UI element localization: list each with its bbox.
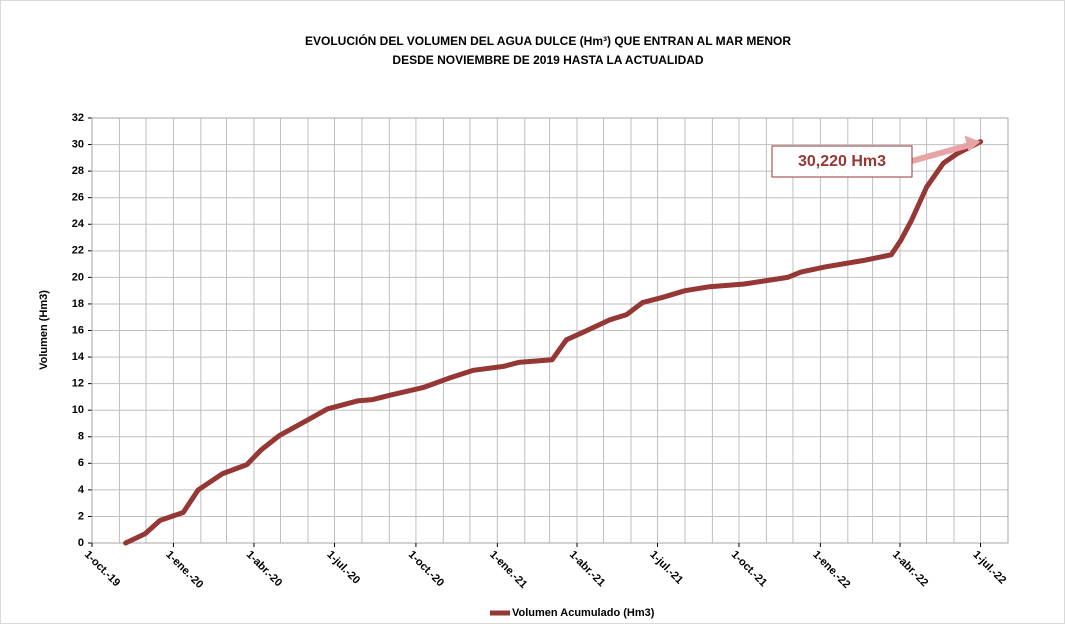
annotation-arrow xyxy=(911,141,972,164)
y-tick-label: 32 xyxy=(72,112,84,124)
y-tick-label: 12 xyxy=(72,378,84,390)
line-series xyxy=(123,139,984,546)
plot-border xyxy=(91,117,1009,544)
chart-title: EVOLUCIÓN DEL VOLUMEN DEL AGUA DULCE (Hm… xyxy=(305,33,791,48)
y-tick-label: 16 xyxy=(72,324,84,336)
y-tick-label: 0 xyxy=(78,537,84,549)
y-tick-label: 26 xyxy=(72,192,84,204)
y-tick-label: 24 xyxy=(72,218,85,230)
y-tick-label: 14 xyxy=(72,351,85,363)
y-tick-label: 22 xyxy=(72,245,84,257)
y-tick-label: 10 xyxy=(72,404,84,416)
y-tick-label: 28 xyxy=(72,165,84,177)
annotation-text: 30,220 Hm3 xyxy=(798,153,886,170)
y-tick-label: 2 xyxy=(78,510,84,522)
y-tick-label: 8 xyxy=(78,431,84,443)
y-tick-label: 4 xyxy=(78,484,85,496)
y-axis-label: Volumen (Hm3) xyxy=(38,290,50,370)
legend-label: Volumen Acumulado (Hm3) xyxy=(512,607,655,619)
annotation-box xyxy=(771,145,913,178)
annotation-arrowhead xyxy=(964,135,981,152)
y-tick-label: 18 xyxy=(72,298,84,310)
y-tick-label: 6 xyxy=(78,457,84,469)
y-tick-label: 30 xyxy=(72,138,84,150)
chart-subtitle: DESDE NOVIEMBRE DE 2019 HASTA LA ACTUALI… xyxy=(392,53,703,67)
y-tick-label: 20 xyxy=(72,271,84,283)
